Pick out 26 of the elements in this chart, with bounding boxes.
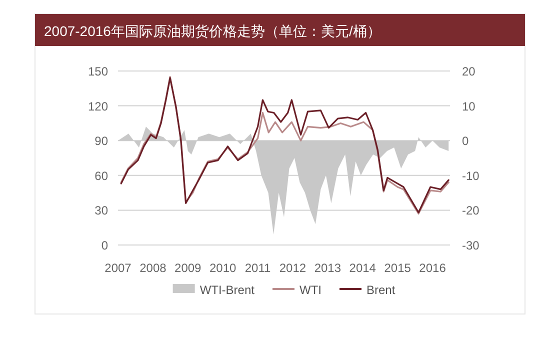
y-tick-label: 150 bbox=[88, 64, 108, 78]
x-tick-label: 2015 bbox=[384, 261, 412, 275]
y2-tick-label: 20 bbox=[462, 64, 476, 78]
x-tick-label: 2014 bbox=[349, 261, 376, 275]
y-tick-label: 120 bbox=[88, 99, 108, 114]
legend-label: WTI bbox=[299, 283, 322, 297]
y2-tick-label: -30 bbox=[462, 238, 480, 252]
x-tick-label: 2012 bbox=[279, 261, 306, 275]
x-tick-label: 2011 bbox=[244, 261, 272, 275]
y-tick-label: 0 bbox=[101, 238, 108, 252]
y2-tick-label: 0 bbox=[462, 134, 469, 148]
legend-label: WTI-Brent bbox=[200, 283, 256, 297]
x-tick-label: 2013 bbox=[314, 261, 342, 275]
x-tick-label: 2009 bbox=[174, 261, 202, 275]
x-tick-label: 2016 bbox=[419, 261, 446, 275]
x-tick-label: 2010 bbox=[209, 261, 237, 275]
y-tick-label: 30 bbox=[94, 204, 108, 218]
x-tick-label: 2008 bbox=[140, 261, 167, 275]
y2-tick-label: -10 bbox=[462, 168, 480, 183]
legend-label: Brent bbox=[366, 283, 396, 297]
x-tick-label: 2007 bbox=[104, 261, 132, 275]
y-tick-label: 60 bbox=[94, 168, 108, 183]
y2-tick-label: -20 bbox=[462, 204, 480, 218]
chart-title: 2007-2016年国际原油期货价格走势（单位：美元/桶） bbox=[44, 23, 381, 39]
y2-tick-label: 10 bbox=[462, 99, 476, 114]
y-tick-label: 90 bbox=[94, 134, 108, 148]
